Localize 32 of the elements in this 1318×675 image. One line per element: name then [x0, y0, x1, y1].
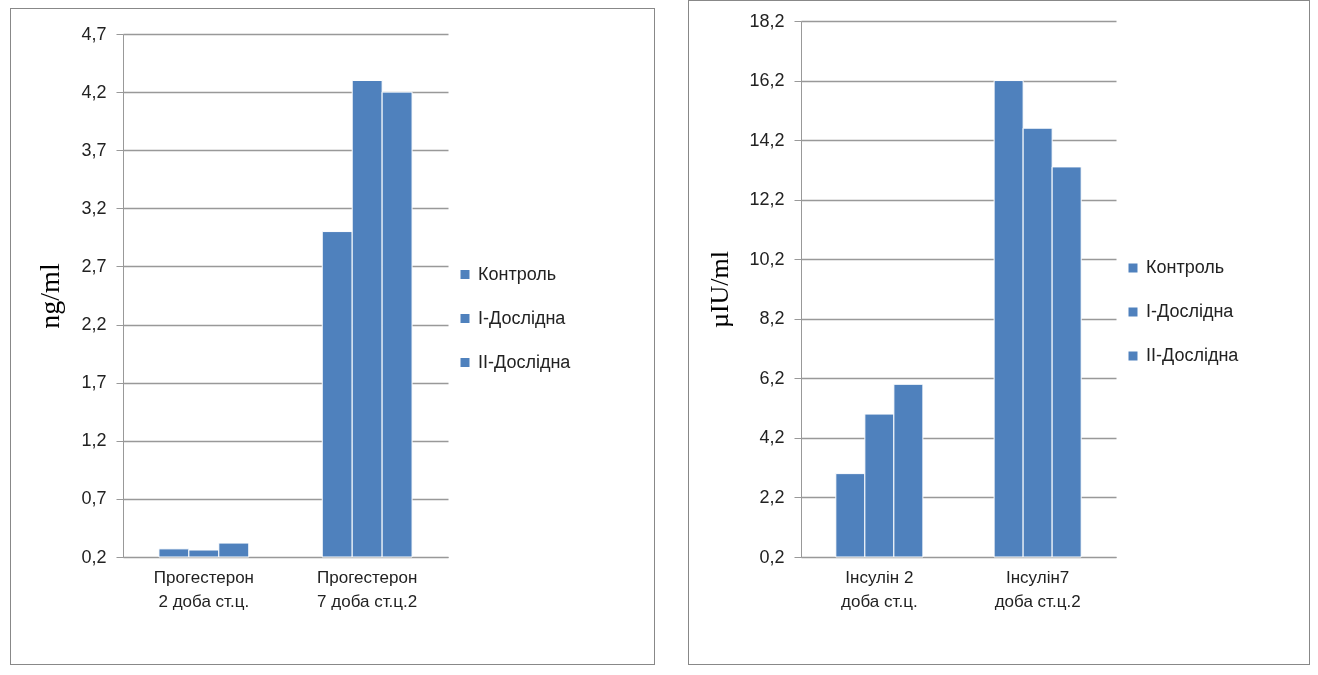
x-tick-label: Прогестерон 7 доба ст.ц.2	[317, 567, 418, 611]
y-tick-label: 18,2	[749, 10, 785, 31]
x-tick-label: Інсулін 2 доба ст.ц.	[841, 567, 918, 611]
y-tick-label: 2,2	[759, 486, 785, 507]
legend-label: Контроль	[1146, 257, 1225, 277]
x-tick-label: Інсулін7 доба ст.ц.2	[994, 567, 1081, 611]
y-tick-label: 16,2	[749, 70, 785, 91]
legend-label: I-Дослідна	[478, 307, 567, 328]
y-tick-label: 1,2	[81, 430, 107, 451]
legend-label: II-Дослідна	[478, 351, 572, 372]
y-axis-title: ng/ml	[34, 263, 66, 329]
y-tick-label: 4,2	[81, 81, 107, 102]
y-tick-label: 0,2	[81, 546, 107, 567]
y-tick-label: 6,2	[759, 367, 785, 388]
y-tick-label: 10,2	[749, 248, 785, 269]
y-tick-label: 3,7	[81, 139, 107, 160]
y-tick-label: 0,7	[81, 488, 107, 509]
y-tick-label: 12,2	[749, 189, 785, 210]
y-tick-label: 14,2	[749, 129, 785, 150]
x-tick-label: Прогестерон 2 доба ст.ц.	[153, 567, 254, 611]
y-tick-label: 0,2	[759, 546, 785, 567]
y-tick-label: 4,2	[759, 427, 785, 448]
y-axis-title: µIU/ml	[705, 250, 735, 329]
y-tick-label: 4,7	[81, 23, 107, 44]
legend-label: I-Дослідна	[1146, 301, 1235, 321]
y-tick-label: 8,2	[759, 308, 785, 329]
y-tick-label: 3,2	[81, 197, 107, 218]
legend-label: II-Дослідна	[1146, 345, 1240, 365]
y-tick-label: 2,7	[81, 255, 107, 276]
y-tick-label: 2,2	[81, 314, 107, 335]
y-tick-label: 1,7	[81, 372, 107, 393]
legend-label: Контроль	[478, 263, 557, 284]
